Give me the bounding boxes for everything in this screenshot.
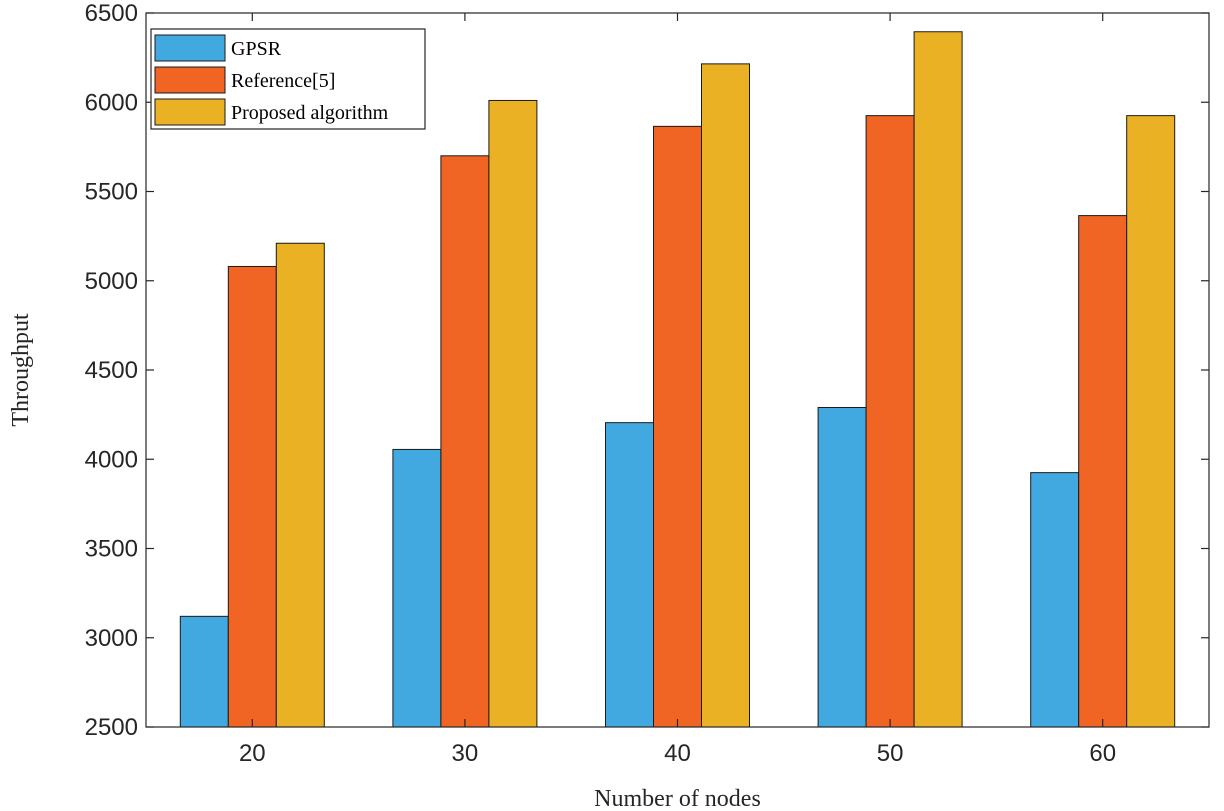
- y-tick-label: 3000: [85, 625, 138, 652]
- bar-reference-5-40: [653, 125, 702, 728]
- bar-reference-5-20: [227, 265, 277, 728]
- y-tick-label: 5500: [85, 179, 138, 206]
- bar-gpsr-30: [392, 448, 442, 728]
- plot-frame: [145, 12, 1210, 728]
- y-tick-label: 6500: [85, 0, 138, 27]
- x-tick-label: 40: [664, 740, 691, 767]
- legend-label-proposed-algorithm: Proposed algorithm: [231, 102, 389, 124]
- legend: GPSR Reference[5] Proposed algorithm: [150, 28, 426, 130]
- legend-swatch-gpsr: [154, 34, 226, 62]
- y-tick-label: 5000: [85, 268, 138, 295]
- bar-gpsr-60: [1030, 472, 1080, 728]
- bar-proposed-algorithm-50: [913, 31, 963, 728]
- legend-swatch-reference-5: [154, 66, 226, 94]
- bar-gpsr-20: [179, 615, 229, 728]
- x-tick-label: 20: [239, 740, 266, 767]
- x-tick-label: 50: [877, 740, 904, 767]
- x-axis-title: Number of nodes: [594, 786, 761, 811]
- y-tick-label: 6000: [85, 89, 138, 116]
- legend-label-gpsr: GPSR: [231, 38, 282, 60]
- legend-swatch-proposed-algorithm: [154, 98, 226, 126]
- x-tick-label: 30: [452, 740, 479, 767]
- bar-gpsr-40: [605, 422, 654, 728]
- y-tick-label: 4500: [85, 357, 138, 384]
- bar-reference-5-60: [1078, 215, 1128, 728]
- bar-gpsr-50: [817, 406, 867, 728]
- bars-layer: [179, 31, 1176, 728]
- y-axis-title: Throughput: [8, 313, 34, 427]
- bar-proposed-algorithm-20: [275, 242, 325, 728]
- y-tick-label: 2500: [85, 714, 138, 741]
- bar-reference-5-30: [440, 155, 490, 728]
- y-tick-label: 3500: [85, 536, 138, 563]
- bar-proposed-algorithm-40: [701, 63, 750, 728]
- bar-reference-5-50: [865, 115, 915, 728]
- y-tick-label: 4000: [85, 446, 138, 473]
- bar-proposed-algorithm-60: [1126, 115, 1176, 728]
- ticks-layer: 2500 3000 3500 4000 4500 5000 5500 6000 6500 20 30…: [85, 0, 1209, 767]
- x-tick-label: 60: [1089, 740, 1116, 767]
- bar-proposed-algorithm-30: [488, 99, 538, 728]
- legend-label-reference-5: Reference[5]: [231, 70, 335, 92]
